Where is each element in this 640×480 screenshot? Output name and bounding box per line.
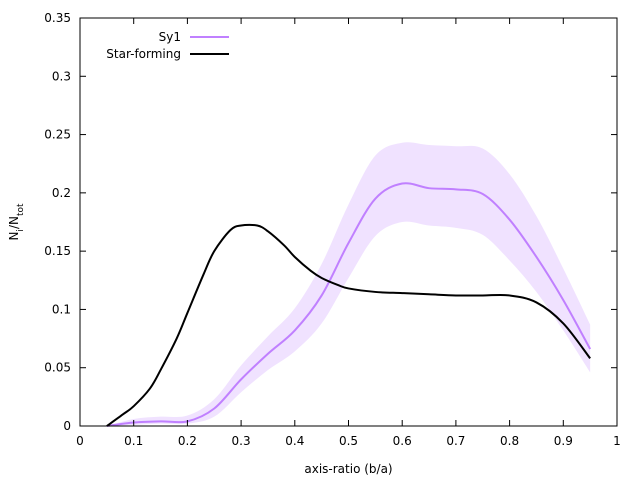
y-tick-label: 0.2 — [52, 186, 71, 200]
sy1-confidence-band-layer — [106, 142, 591, 427]
y-tick-label: 0.25 — [44, 128, 71, 142]
x-tick-label: 0.7 — [446, 434, 465, 448]
x-tick-label: 0.6 — [393, 434, 412, 448]
legend-label-sy1: Sy1 — [159, 30, 181, 44]
y-axis-title: Ni/Ntot — [7, 203, 26, 241]
x-tick-label: 0.3 — [232, 434, 251, 448]
y-axis-title-sub-i: i — [16, 229, 26, 232]
x-tick-label: 0.4 — [285, 434, 304, 448]
x-tick-label: 0.5 — [339, 434, 358, 448]
y-tick-label: 0.3 — [52, 69, 71, 83]
y-tick-label: 0 — [63, 419, 71, 433]
x-tick-label: 1 — [613, 434, 621, 448]
x-tick-label: 0.1 — [124, 434, 143, 448]
y-tick-label: 0.1 — [52, 302, 71, 316]
ticks-layer: 0 0.1 0.2 0.3 0.4 0.5 0.6 0.7 0.8 0.9 1 0 0.05 0.1 0.1… — [44, 11, 621, 448]
y-axis-title-base: N — [7, 232, 21, 241]
x-tick-label: 0.9 — [554, 434, 573, 448]
series-line-1 — [106, 223, 591, 427]
y-tick-label: 0.15 — [44, 244, 71, 258]
x-axis-title: axis-ratio (b/a) — [304, 462, 392, 476]
y-tick-label: 0.35 — [44, 11, 71, 25]
x-tick-label: 0.8 — [500, 434, 519, 448]
x-tick-label: 0.2 — [178, 434, 197, 448]
y-axis-title-sub-tot: tot — [16, 203, 26, 216]
x-tick-label: 0 — [76, 434, 84, 448]
legend-label-star-forming: Star-forming — [106, 47, 181, 61]
y-axis-title-slash: /N — [7, 216, 21, 229]
legend: Sy1 Star-forming — [106, 30, 229, 61]
confidence-band-series-0 — [106, 142, 591, 427]
y-tick-label: 0.05 — [44, 361, 71, 375]
